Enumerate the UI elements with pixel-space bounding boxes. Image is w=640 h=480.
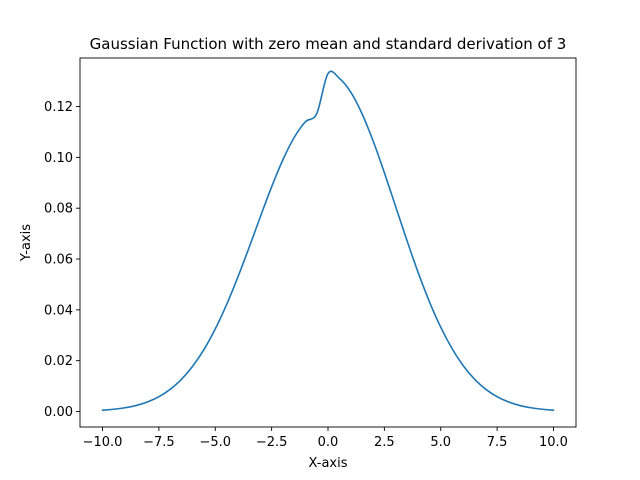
y-tick-label: 0.04 bbox=[44, 303, 73, 318]
y-axis-ticks: 0.00 0.02 0.04 0.06 0.08 0.10 0.12 bbox=[44, 100, 80, 420]
gaussian-curve bbox=[101, 70, 555, 412]
x-tick-label: 5.0 bbox=[430, 435, 451, 450]
x-axis-ticks: −10.0 −7.5 −5.0 −2.5 0.0 2.5 5.0 7.5 10.0 bbox=[83, 427, 568, 450]
plot-frame bbox=[79, 57, 577, 428]
y-axis-label: Y-axis bbox=[19, 224, 34, 262]
x-tick-label: −10.0 bbox=[83, 435, 123, 450]
x-tick-label: 2.5 bbox=[374, 435, 395, 450]
x-tick-label: 10.0 bbox=[539, 435, 568, 450]
chart-title: Gaussian Function with zero mean and sta… bbox=[90, 35, 567, 53]
y-tick-label: 0.02 bbox=[44, 354, 73, 369]
x-tick-label: 0.0 bbox=[318, 435, 339, 450]
x-tick-label: −7.5 bbox=[143, 435, 175, 450]
y-tick-label: 0.08 bbox=[44, 202, 73, 217]
x-tick-label: 7.5 bbox=[487, 435, 508, 450]
plot-area bbox=[80, 58, 576, 427]
x-axis-label: X-axis bbox=[309, 456, 348, 471]
y-tick-label: 0.06 bbox=[44, 253, 73, 268]
y-tick-label: 0.10 bbox=[44, 151, 73, 166]
y-tick-label: 0.12 bbox=[44, 100, 73, 115]
y-tick-label: 0.00 bbox=[44, 405, 73, 420]
x-tick-label: −2.5 bbox=[256, 435, 288, 450]
x-tick-label: −5.0 bbox=[199, 435, 231, 450]
